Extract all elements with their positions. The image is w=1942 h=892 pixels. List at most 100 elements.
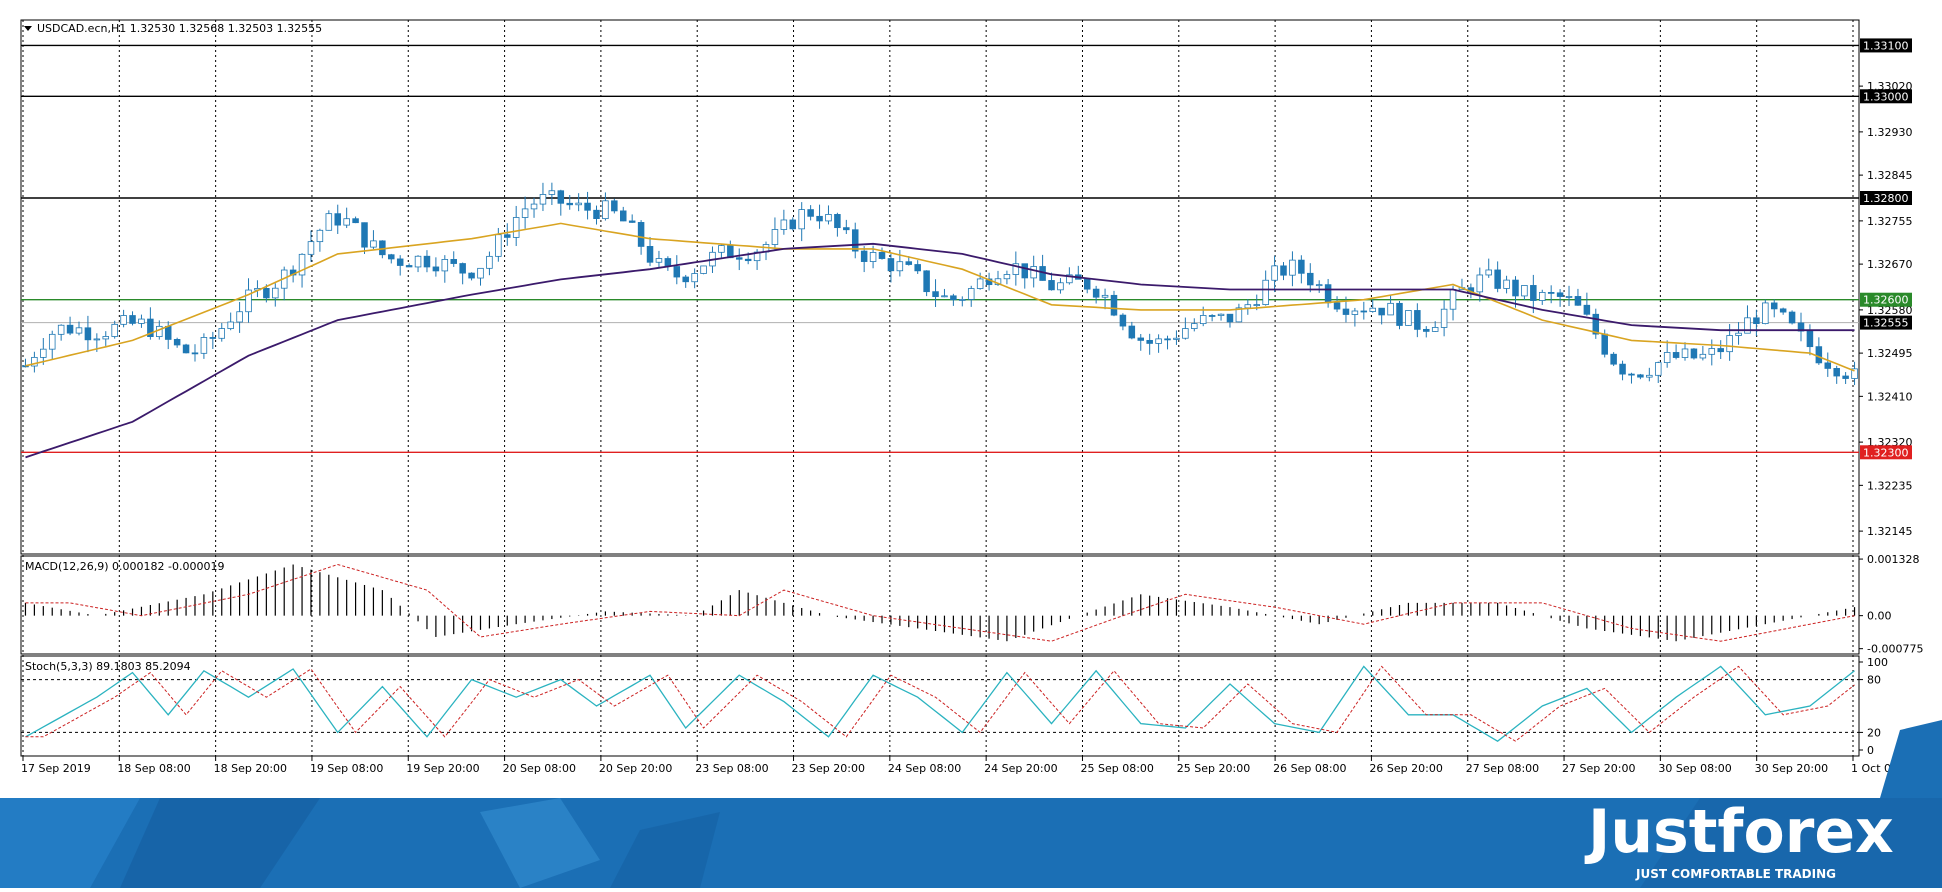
candle-body xyxy=(1155,338,1162,344)
candle-body xyxy=(1307,272,1314,286)
candle-body xyxy=(1440,308,1448,328)
candle-body xyxy=(40,348,47,358)
candle-body xyxy=(646,246,654,263)
candle-body xyxy=(1021,263,1029,279)
candle-body xyxy=(530,203,538,210)
ma-slow-line xyxy=(25,242,1855,459)
candle-body xyxy=(1619,363,1626,375)
candle-body xyxy=(1797,322,1805,332)
candle-body xyxy=(950,295,957,301)
candle-body xyxy=(1521,285,1528,297)
y-tick-label: 1.32495 xyxy=(1867,347,1913,360)
candle-body xyxy=(1735,332,1742,336)
x-tick-label: 20 Sep 08:00 xyxy=(503,762,576,775)
candle-body xyxy=(316,229,324,243)
candle-body xyxy=(1654,362,1662,376)
candle-body xyxy=(539,194,547,205)
stoch-label: Stoch(5,3,3) 89.1803 85.2094 xyxy=(25,660,191,673)
candle-body xyxy=(22,365,29,368)
y-tick-label: 1.32930 xyxy=(1867,126,1913,139)
x-tick-label: 25 Sep 08:00 xyxy=(1080,762,1153,775)
y-tick-label: 1.32670 xyxy=(1867,258,1913,271)
candle-body xyxy=(1699,353,1707,359)
y-tick-label: 1.32410 xyxy=(1867,390,1913,403)
level-tag xyxy=(1860,38,1912,53)
x-tick-label: 19 Sep 20:00 xyxy=(406,762,479,775)
candle-body xyxy=(1779,308,1787,313)
candle-body xyxy=(504,234,511,238)
candle-body xyxy=(263,288,270,299)
candle-body xyxy=(1057,282,1064,291)
candle-body xyxy=(941,295,948,298)
x-tick-label: 26 Sep 20:00 xyxy=(1369,762,1442,775)
candle-body xyxy=(1637,374,1644,378)
candle-body xyxy=(780,219,788,230)
candle-body xyxy=(1066,274,1073,284)
candle-body xyxy=(1610,353,1617,365)
y-tick-label: 1.32845 xyxy=(1867,169,1913,182)
candle-body xyxy=(1012,263,1020,275)
candle-body xyxy=(602,200,609,219)
candle-body xyxy=(1753,317,1760,325)
candle-body xyxy=(1226,313,1234,323)
candle-body xyxy=(1476,274,1484,293)
candle-body xyxy=(1663,352,1671,364)
candle-body xyxy=(620,210,627,222)
candle-body xyxy=(31,356,38,367)
candle-body xyxy=(1030,266,1037,279)
dropdown-triangle-icon[interactable] xyxy=(24,26,32,31)
candle-body xyxy=(896,261,904,272)
symbol-header: USDCAD.ecn,H1 1.32530 1.32568 1.32503 1.… xyxy=(37,22,322,35)
candle-body xyxy=(628,220,636,223)
candle-body xyxy=(200,337,208,354)
candle-body xyxy=(218,328,226,339)
candle-body xyxy=(682,276,689,283)
candle-body xyxy=(75,327,83,334)
candle-body xyxy=(932,291,939,298)
macd-indicator: 0.001328 0.00 -0.000775 xyxy=(24,553,1923,656)
x-tick-label: 25 Sep 20:00 xyxy=(1177,762,1250,775)
candle-body xyxy=(227,321,234,329)
x-tick-label: 26 Sep 08:00 xyxy=(1273,762,1346,775)
candle-body xyxy=(272,287,279,299)
candle-body xyxy=(459,263,466,274)
candle-body xyxy=(334,213,341,226)
x-tick-label: 18 Sep 20:00 xyxy=(214,762,287,775)
candle-body xyxy=(1744,317,1751,334)
candle-body xyxy=(1003,274,1011,280)
candle-body xyxy=(771,229,779,245)
candle-body xyxy=(1449,289,1457,310)
candle-body xyxy=(584,202,591,211)
main-panel-frame xyxy=(20,19,1860,555)
candle-body xyxy=(1815,346,1823,364)
macd-label: MACD(12,26,9) 0.000182 -0.000019 xyxy=(25,560,224,573)
brand-tagline: JUST COMFORTABLE TRADING xyxy=(1635,867,1836,881)
candle-body xyxy=(789,219,797,230)
candle-body xyxy=(1851,368,1858,379)
candle-body xyxy=(1199,315,1207,325)
candle-body xyxy=(1547,292,1555,294)
candle-body xyxy=(236,311,243,323)
candle-body xyxy=(967,288,975,300)
candle-body xyxy=(138,318,145,324)
level-tags: 1.33100 1.33000 1.32800 1.32600 1.32555 1.323… xyxy=(1860,38,1912,460)
stoch-panel-frame xyxy=(20,655,1860,757)
candle-body xyxy=(1315,284,1323,287)
candle-body xyxy=(182,344,190,354)
candle-body xyxy=(860,250,868,262)
candle-body xyxy=(825,214,832,222)
x-tick-label: 18 Sep 08:00 xyxy=(117,762,190,775)
candle-body xyxy=(191,352,199,355)
candle-body xyxy=(1360,310,1368,313)
candle-body xyxy=(1485,269,1492,276)
candle-body xyxy=(1494,269,1501,289)
candle-body xyxy=(691,273,698,283)
macd-tick-label: -0.000775 xyxy=(1867,643,1923,656)
candle-body xyxy=(1128,325,1136,339)
stoch-tick-label: 100 xyxy=(1867,656,1888,669)
candle-body xyxy=(1628,373,1635,376)
candle-body xyxy=(655,258,663,263)
candle-body xyxy=(164,325,172,340)
candle-body xyxy=(388,254,395,260)
candle-body xyxy=(1592,313,1600,335)
